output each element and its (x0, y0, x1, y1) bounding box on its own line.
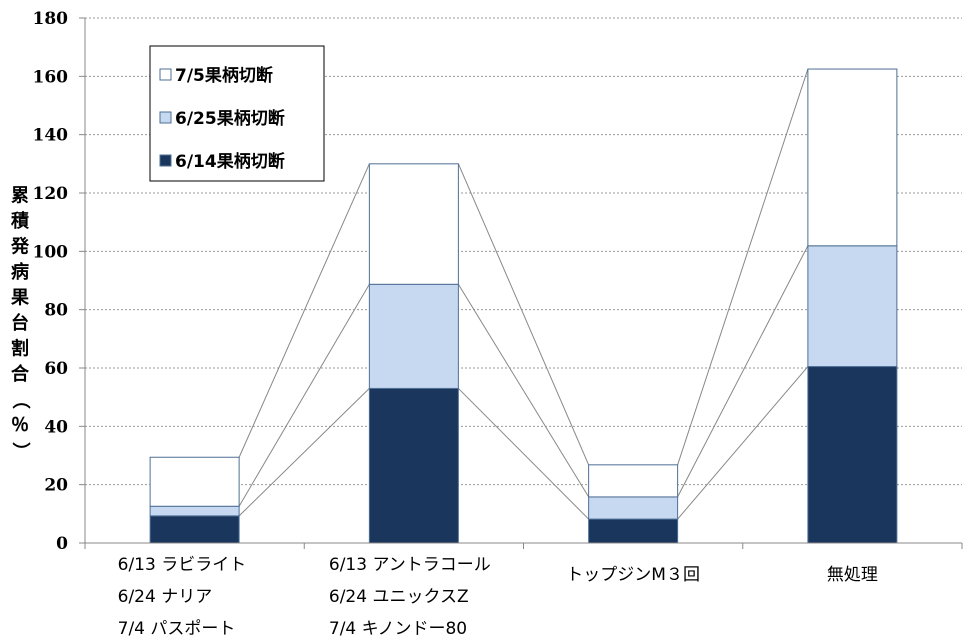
legend-swatch-1 (159, 154, 172, 167)
y-axis-label-char-4: 病 (11, 261, 29, 283)
y-tick-label-40: 40 (44, 417, 68, 437)
y-axis-label-char-8: 合 (11, 363, 30, 385)
y-axis-label-char-11: ） (10, 442, 31, 460)
category-label-1-line-3: 7/4 パスポート (118, 619, 236, 639)
bar-segment-3-cat-2 (368, 163, 459, 285)
bar-segment-2-cat-3 (588, 496, 679, 520)
legend-label-1: 6/14果柄切断 (175, 151, 285, 172)
y-axis-label-char-9: （ (10, 391, 31, 409)
series-line-2-seg-2 (457, 284, 590, 498)
y-tick-label-160: 160 (33, 67, 69, 87)
category-label-2-line-2: 6/24 ユニックスZ (329, 587, 469, 607)
bar-segment-2-cat-4 (807, 245, 898, 368)
x-axis-categories: 6/13 ラビライト 6/24 ナリア 7/4 パスポート 6/13 アントラコール 6… (118, 555, 878, 639)
series-line-3-seg-1 (238, 163, 370, 458)
series-line-3-seg-3 (677, 68, 809, 465)
legend-label-3: 7/5果柄切断 (175, 65, 273, 86)
axes (79, 17, 963, 549)
bar-segment-1-cat-2 (368, 387, 459, 544)
legend: 7/5果柄切断 6/25果柄切断 6/14果柄切断 (149, 45, 325, 182)
y-axis-label-char-2: 積 (10, 210, 30, 232)
bar-segment-1-cat-3 (588, 518, 679, 544)
legend-label-2: 6/25果柄切断 (175, 108, 285, 129)
category-label-4-line-1: 無処理 (827, 565, 878, 585)
series-line-1-seg-3 (677, 366, 809, 520)
series-line-1-seg-1 (238, 388, 370, 517)
y-axis-label-char-6: 台 (11, 312, 29, 334)
series-line-1-seg-2 (458, 388, 589, 520)
series-line-2-seg-1 (238, 284, 370, 507)
y-tick-label-100: 100 (33, 242, 69, 262)
y-axis-label-char-10: ％ (11, 415, 29, 436)
legend-swatch-3 (159, 68, 172, 81)
bar-segment-3-cat-3 (588, 464, 679, 498)
bar-segment-2-cat-1 (149, 505, 240, 517)
bar-segment-1-cat-4 (807, 366, 898, 544)
category-label-3-line-1: トップジンM３回 (566, 565, 700, 585)
category-label-2-line-1: 6/13 アントラコール (329, 555, 491, 575)
series-connector-lines (238, 68, 809, 520)
series-line-2-seg-3 (677, 245, 809, 498)
y-axis-label-char-3: 発 (10, 236, 30, 258)
y-tick-label-120: 120 (33, 184, 69, 204)
legend-swatch-2 (159, 111, 172, 124)
y-tick-label-180: 180 (33, 9, 69, 29)
y-tick-label-0: 0 (56, 534, 68, 554)
y-tick-label-80: 80 (44, 301, 68, 321)
category-label-1-line-2: 6/24 ナリア (118, 587, 213, 607)
legend-box (149, 45, 325, 182)
category-label-2-line-3: 7/4 キノンドー80 (329, 619, 467, 639)
y-tick-label-20: 20 (44, 476, 68, 496)
bars (149, 68, 898, 544)
bar-segment-1-cat-1 (149, 515, 240, 544)
category-label-1-line-1: 6/13 ラビライト (118, 555, 247, 575)
series-line-3-seg-2 (457, 163, 590, 466)
y-axis-label-char-1: 累 (11, 186, 29, 207)
bar-segment-3-cat-4 (807, 68, 898, 247)
y-axis-label-char-7: 割 (11, 338, 29, 360)
bar-segment-2-cat-2 (368, 283, 459, 389)
y-tick-label-140: 140 (33, 126, 69, 146)
y-axis-ticks: 0 20 40 60 80 100 120 140 160 180 (33, 9, 69, 554)
bar-segment-3-cat-1 (149, 456, 240, 507)
y-tick-label-60: 60 (44, 359, 68, 379)
y-axis-label-char-5: 果 (10, 288, 30, 309)
